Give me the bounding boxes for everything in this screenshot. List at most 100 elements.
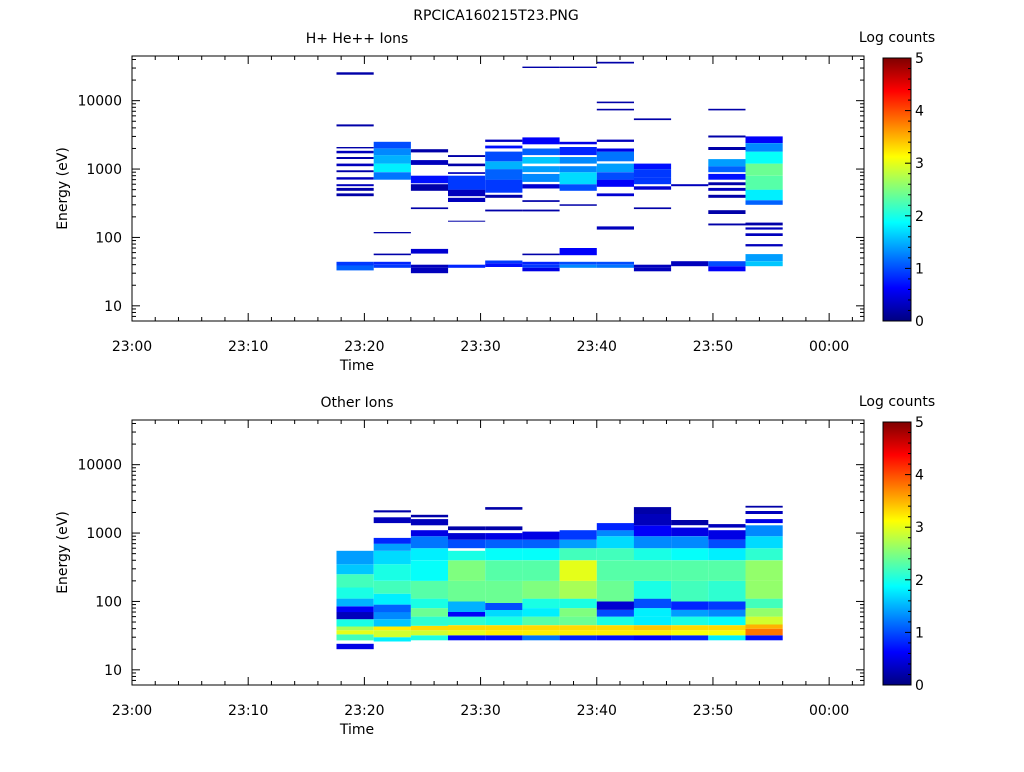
- heatmap-cell: [745, 244, 783, 247]
- heatmap-cell: [410, 630, 449, 636]
- heatmap-cell: [410, 536, 449, 549]
- heatmap-cell: [373, 253, 411, 256]
- heatmap-cell: [708, 610, 746, 617]
- heatmap-cell: [596, 625, 634, 631]
- heatmap-cell: [410, 207, 449, 210]
- heatmap-cell: [745, 548, 783, 561]
- heatmap-cell: [410, 608, 449, 617]
- heatmap-cell: [336, 643, 374, 650]
- heatmap-cell: [410, 530, 449, 537]
- x-tick-label: 00:00: [809, 703, 849, 719]
- colorbar-tick-label: 1: [915, 261, 924, 277]
- heatmap-cell: [596, 108, 634, 111]
- heatmap-cell: [745, 254, 783, 262]
- heatmap-cell: [633, 536, 672, 549]
- heatmap-cell: [671, 601, 709, 610]
- heatmap-cell: [485, 179, 523, 193]
- heatmap-cell: [448, 175, 486, 190]
- heatmap-cell: [708, 223, 746, 226]
- panel-title: H+ He++ Ions: [306, 31, 409, 47]
- heatmap-cell: [745, 261, 783, 267]
- heatmap-cell: [559, 141, 597, 145]
- heatmap-cell: [522, 625, 560, 631]
- heatmap-cell: [448, 635, 486, 641]
- heatmap-cell: [336, 184, 374, 187]
- heatmap-cell: [373, 630, 411, 638]
- heatmap-cell: [708, 159, 746, 167]
- heatmap-cell: [448, 616, 486, 626]
- heatmap-cell: [671, 630, 709, 636]
- heatmap-cell: [559, 630, 597, 636]
- heatmap-cell: [596, 610, 634, 617]
- heatmap-cell: [708, 108, 746, 111]
- heatmap-cell: [522, 137, 560, 145]
- heatmap-cell: [522, 635, 560, 641]
- heatmap-cell: [745, 511, 783, 514]
- heatmap-cell: [522, 66, 560, 68]
- heatmap-cell: [522, 148, 560, 156]
- heatmap-cell: [559, 548, 597, 561]
- figure-title: RPCICA160215T23.PNG: [413, 8, 578, 24]
- heatmap-cell: [745, 505, 783, 508]
- heatmap-cell: [522, 173, 560, 182]
- heatmap-cell: [708, 182, 746, 186]
- heatmap-cell: [336, 193, 374, 197]
- y-tick-label: 10: [104, 299, 122, 315]
- heatmap-cell: [373, 626, 411, 631]
- heatmap-cell: [596, 630, 634, 636]
- heatmap-cell: [373, 604, 411, 613]
- heatmap-cell: [559, 264, 597, 268]
- heatmap-cell: [336, 574, 374, 588]
- heatmap-cell: [708, 194, 746, 198]
- colorbar-tick-label: 2: [915, 573, 924, 589]
- heatmap-cell: [671, 580, 709, 602]
- heatmap-cell: [336, 606, 374, 613]
- heatmap-cell: [448, 612, 486, 617]
- heatmap-cell: [745, 175, 783, 190]
- heatmap-cell: [559, 625, 597, 631]
- heatmap-cell: [410, 635, 449, 641]
- heatmap-cell: [745, 233, 783, 236]
- colorbar: [882, 421, 912, 686]
- heatmap-cells: [336, 505, 783, 650]
- heatmap-cell: [633, 207, 672, 210]
- y-tick-label: 100: [95, 230, 122, 246]
- heatmap-cell: [559, 172, 597, 185]
- heatmap-cell: [373, 510, 411, 513]
- heatmap-cell: [633, 118, 672, 121]
- heatmap-cell: [745, 519, 783, 524]
- colorbar-tick-label: 1: [915, 625, 924, 641]
- heatmap-cell: [671, 184, 709, 187]
- heatmap-cell: [745, 525, 783, 537]
- y-axis-label: Energy (eV): [55, 511, 71, 594]
- heatmap-cell: [410, 160, 449, 165]
- heatmap-cell: [373, 550, 411, 565]
- colorbar-label: Log counts: [859, 30, 935, 46]
- heatmap-cell: [336, 124, 374, 127]
- x-tick-label: 23:30: [460, 339, 500, 355]
- heatmap-cell: [522, 267, 560, 272]
- colorbar-tick-label: 0: [915, 314, 924, 330]
- heatmap-cell: [596, 560, 634, 581]
- heatmap-cell: [671, 520, 709, 526]
- heatmap-cell: [522, 580, 560, 599]
- heatmap-cell: [373, 517, 411, 524]
- heatmap-cell: [336, 147, 374, 149]
- heatmap-cell: [336, 564, 374, 575]
- heatmap-cell: [522, 548, 560, 561]
- heatmap-cell: [745, 136, 783, 143]
- heatmap-cell: [633, 635, 672, 641]
- heatmap-cell: [485, 610, 523, 617]
- heatmap-cell: [633, 580, 672, 599]
- colorbar: [882, 57, 912, 322]
- heatmap-cell: [336, 598, 374, 607]
- heatmap-cell: [596, 635, 634, 641]
- y-tick-label: 1000: [86, 162, 122, 178]
- heatmap-cell: [373, 261, 411, 265]
- heatmap-cell: [410, 175, 449, 184]
- heatmap-cell: [745, 189, 783, 201]
- x-tick-label: 00:00: [809, 339, 849, 355]
- heatmap-cell: [336, 263, 374, 271]
- x-tick-label: 23:00: [112, 339, 152, 355]
- heatmap-cell: [596, 172, 634, 180]
